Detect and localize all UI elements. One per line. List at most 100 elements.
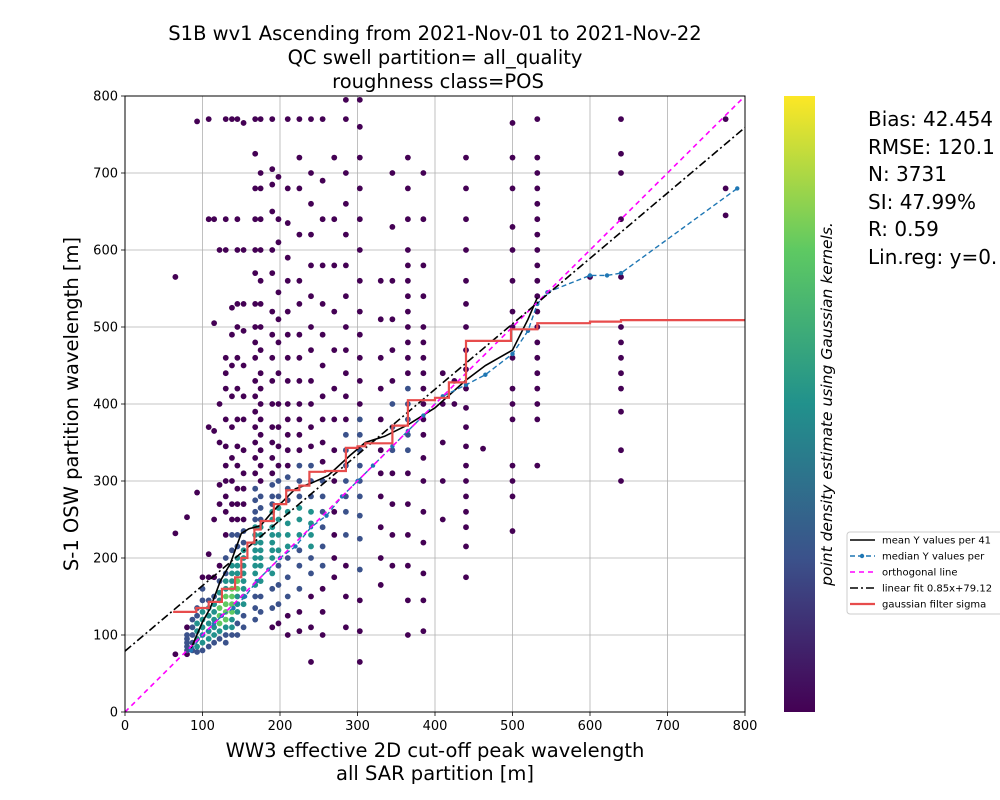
scatter-point	[356, 401, 363, 407]
scatter-point	[296, 478, 303, 484]
scatter-point	[234, 593, 241, 600]
scatter-point	[257, 555, 264, 561]
scatter-point	[356, 566, 363, 573]
median-marker	[242, 594, 248, 599]
scatter-point	[222, 493, 229, 500]
scatter-point	[275, 620, 282, 627]
scatter-point	[184, 624, 190, 631]
scatter-point	[618, 370, 624, 377]
scatter-point	[296, 547, 303, 554]
scatter-point	[342, 231, 349, 238]
scatter-point	[319, 458, 326, 465]
scatter-point	[275, 478, 282, 484]
scatter-point	[240, 416, 247, 423]
scatter-point	[342, 532, 349, 538]
scatter-point	[240, 539, 247, 546]
scatter-point	[420, 570, 427, 577]
scatter-point	[356, 247, 363, 253]
scatter-point	[342, 562, 349, 569]
scatter-point	[257, 431, 264, 438]
scatter-point	[420, 385, 427, 392]
scatter-point	[308, 424, 314, 430]
scatter-point	[463, 404, 469, 411]
scatter-point	[296, 462, 303, 469]
scatter-point	[356, 512, 363, 519]
scatter-point	[404, 185, 411, 192]
scatter-point	[216, 401, 223, 407]
scatter-point	[389, 532, 396, 538]
scatter-point	[257, 301, 264, 307]
scatter-point	[356, 628, 363, 635]
scatter-point	[404, 597, 411, 604]
scatter-point	[257, 347, 264, 353]
scatter-point	[284, 185, 291, 192]
scatter-point	[284, 431, 291, 438]
scatter-point	[331, 555, 338, 561]
scatter-point	[308, 231, 314, 238]
scatter-point	[356, 216, 363, 223]
scatter-point	[319, 301, 326, 307]
scatter-point	[252, 485, 259, 492]
scatter-point	[618, 447, 624, 454]
scatter-point	[420, 508, 427, 515]
scatter-point	[319, 116, 326, 122]
legend-frame	[846, 531, 1000, 615]
legend-label: gaussian filter sigma	[882, 600, 986, 611]
scatter-point	[377, 447, 384, 454]
scatter-point	[420, 455, 427, 461]
median-marker	[735, 186, 740, 191]
y-tick-label: 100	[93, 629, 118, 644]
scatter-point	[420, 293, 427, 300]
scatter-point	[234, 485, 241, 492]
x-axis-ticks: 0 100 200 300 400 500 600 700 800	[121, 712, 757, 734]
title-line-3: roughness class=POS	[332, 70, 544, 93]
scatter-point	[342, 170, 349, 176]
series-line	[173, 319, 745, 613]
scatter-points	[172, 96, 729, 665]
scatter-point	[342, 431, 349, 438]
scatter-point	[618, 324, 624, 330]
scatter-point	[284, 474, 291, 481]
scatter-point	[356, 462, 363, 469]
scatter-point	[194, 649, 200, 655]
scatter-point	[534, 185, 541, 192]
scatter-point	[331, 262, 338, 269]
scatter-point	[205, 620, 212, 627]
scatter-point	[404, 562, 411, 569]
scatter-point	[356, 431, 363, 438]
colorbar-gradient	[784, 96, 815, 712]
scatter-point	[229, 501, 235, 507]
scatter-point	[534, 339, 541, 346]
scatter-point	[269, 539, 276, 546]
scatter-point	[211, 632, 218, 638]
y-tick-label: 200	[93, 552, 118, 567]
scatter-point	[252, 616, 259, 623]
scatter-point	[296, 116, 303, 122]
scatter-point	[308, 443, 314, 450]
scatter-point	[257, 539, 264, 546]
scatter-point	[211, 216, 218, 223]
scatter-point	[222, 616, 229, 623]
scatter-point	[296, 585, 303, 592]
scatter-point	[275, 462, 282, 469]
scatter-point	[404, 154, 411, 161]
scatter-point	[480, 445, 486, 452]
scatter-point	[284, 520, 291, 527]
scatter-point	[618, 150, 624, 157]
scatter-point	[534, 462, 541, 469]
scatter-point	[234, 216, 241, 223]
scatter-point	[509, 462, 516, 469]
scatter-point	[331, 574, 338, 581]
scatter-point	[222, 639, 229, 646]
scatter-point	[377, 385, 384, 392]
scatter-point	[356, 354, 363, 361]
scatter-point	[284, 354, 291, 361]
x-axis-label: WW3 effective 2D cut-off peak wavelength…	[226, 739, 645, 785]
median-marker	[421, 413, 426, 418]
scatter-point	[222, 478, 229, 484]
scatter-point	[463, 424, 469, 430]
scatter-point	[331, 385, 338, 392]
scatter-point	[342, 262, 349, 269]
scatter-point	[275, 339, 282, 346]
